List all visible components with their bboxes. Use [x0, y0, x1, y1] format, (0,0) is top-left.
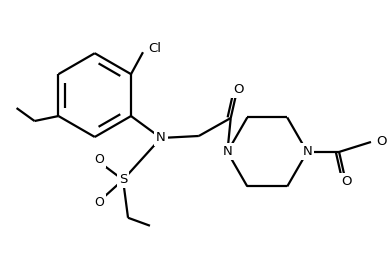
Text: O: O [341, 175, 351, 188]
Text: O: O [94, 154, 104, 166]
Text: O: O [94, 196, 104, 209]
Text: N: N [156, 132, 166, 144]
Text: Cl: Cl [148, 42, 161, 55]
Text: N: N [222, 146, 232, 158]
Text: O: O [234, 83, 244, 96]
Text: S: S [119, 173, 127, 186]
Text: N: N [302, 146, 312, 158]
Text: O: O [376, 135, 386, 148]
